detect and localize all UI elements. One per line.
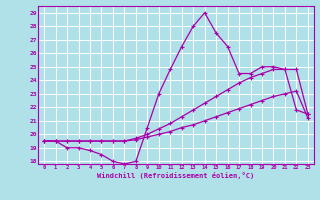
X-axis label: Windchill (Refroidissement éolien,°C): Windchill (Refroidissement éolien,°C) <box>97 172 255 179</box>
